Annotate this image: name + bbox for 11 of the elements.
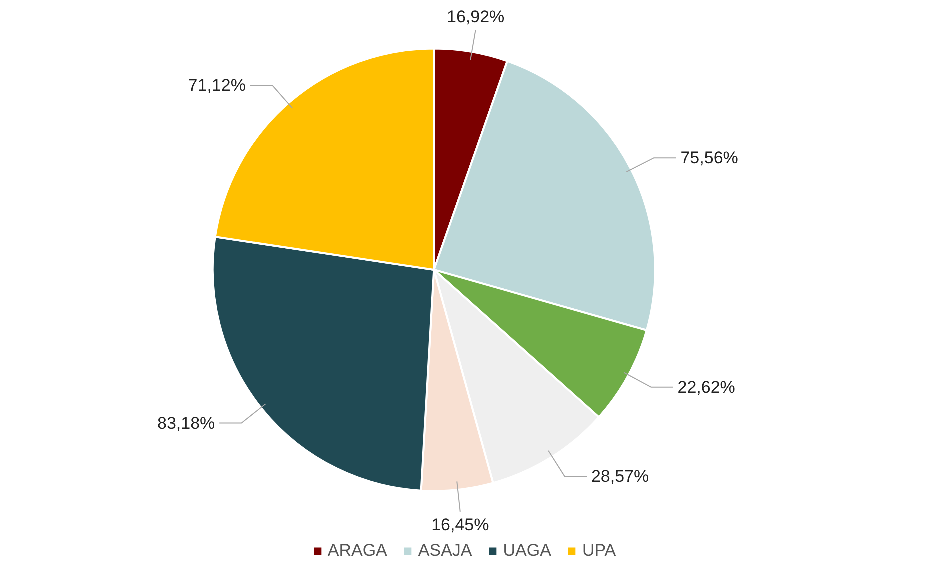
data-label: 22,62% <box>678 378 736 397</box>
legend-label: ASAJA <box>418 541 472 561</box>
legend-label: ARAGA <box>328 541 388 561</box>
data-label: 71,12% <box>188 76 246 95</box>
data-label: 16,92% <box>446 8 505 27</box>
legend-label: UPA <box>582 541 616 561</box>
data-label: 83,18% <box>157 414 216 433</box>
data-label: 75,56% <box>680 148 738 168</box>
data-label: 16,45% <box>432 516 490 535</box>
legend-label: UAGA <box>503 541 552 561</box>
data-label: 28,57% <box>591 467 650 486</box>
